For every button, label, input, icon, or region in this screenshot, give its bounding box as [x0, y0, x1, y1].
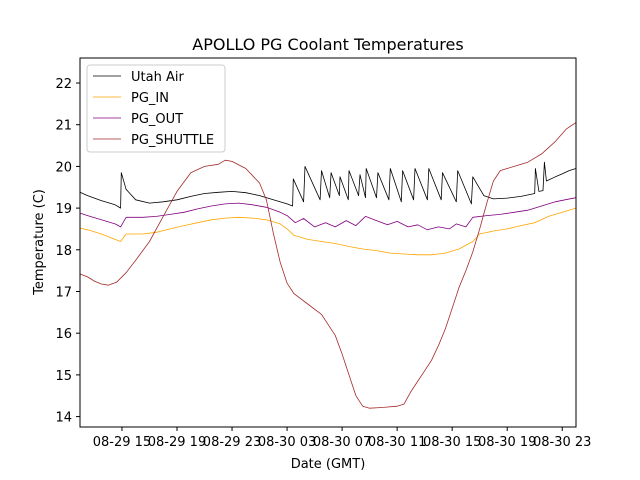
- x-tick-label: 08-29 15: [93, 435, 151, 450]
- y-tick-label: 17: [55, 285, 72, 300]
- legend-box: [86, 64, 226, 153]
- y-tick-label: 18: [55, 244, 72, 259]
- x-tick-label: 08-30 23: [533, 435, 591, 450]
- x-tick-label: 08-30 15: [423, 435, 481, 450]
- plot-frame: [79, 57, 577, 428]
- series-line-utah-air: [79, 161, 577, 209]
- series-line-pg-out: [79, 197, 577, 231]
- y-tick-label: 22: [55, 77, 72, 92]
- y-axis-label: Temperature (C): [32, 189, 47, 296]
- y-tick-label: 15: [55, 369, 72, 384]
- x-tick-label: 08-29 19: [148, 435, 206, 450]
- x-tick-label: 08-30 03: [258, 435, 316, 450]
- y-tick-label: 16: [55, 327, 72, 342]
- legend: Utah Air PG_IN PG_OUT PG_SHUTTLE: [86, 64, 226, 153]
- series-layer: [79, 122, 577, 409]
- series-line-pg-in: [79, 207, 577, 256]
- series-line-pg-shuttle: [79, 122, 577, 409]
- x-tick-label: 08-30 11: [368, 435, 426, 450]
- y-tick-label: 20: [55, 160, 72, 175]
- y-tick-label: 14: [55, 411, 72, 426]
- legend-label: PG_OUT: [131, 112, 183, 127]
- x-tick-label: 08-30 19: [478, 435, 536, 450]
- y-axis: 14 15 16 17 18 19 20 21 22: [55, 77, 80, 426]
- y-tick-label: 21: [55, 119, 72, 134]
- legend-label: PG_SHUTTLE: [131, 133, 214, 148]
- legend-label: Utah Air: [131, 70, 184, 85]
- x-tick-label: 08-30 07: [313, 435, 371, 450]
- legend-label: PG_IN: [131, 91, 169, 106]
- x-tick-label: 08-29 23: [203, 435, 261, 450]
- chart-title: APOLLO PG Coolant Temperatures: [192, 35, 463, 54]
- x-axis-label: Date (GMT): [291, 457, 366, 472]
- y-tick-label: 19: [55, 202, 72, 217]
